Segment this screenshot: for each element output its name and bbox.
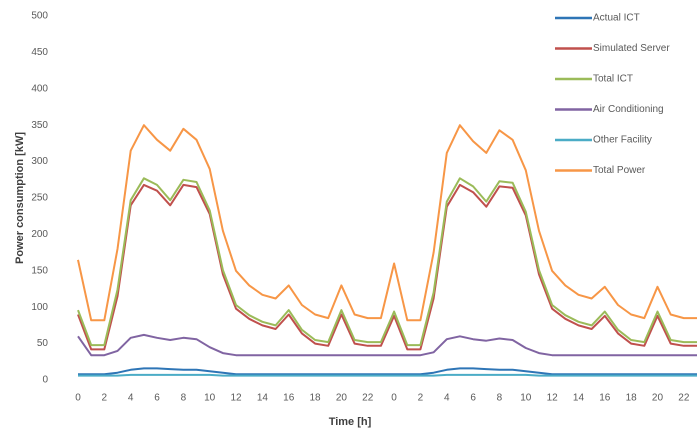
series-line	[77, 177, 697, 347]
x-tick-label: 0	[391, 393, 397, 404]
y-tick-label: 300	[31, 156, 48, 167]
y-tick-label: 0	[42, 375, 48, 386]
series-line	[77, 124, 697, 322]
x-tick-label: 2	[102, 393, 108, 404]
series-line	[77, 183, 697, 351]
y-tick-label: 450	[31, 47, 48, 58]
x-tick-label: 8	[497, 393, 503, 404]
x-tick-label: 10	[204, 393, 216, 404]
y-tick-label: 200	[31, 229, 48, 240]
x-tick-label: 10	[520, 393, 532, 404]
legend-label: Simulated Server	[593, 43, 670, 54]
x-tick-label: 0	[75, 393, 81, 404]
x-tick-label: 4	[444, 393, 450, 404]
legend-label: Total ICT	[593, 74, 633, 85]
y-tick-label: 250	[31, 193, 48, 204]
x-tick-label: 12	[547, 393, 559, 404]
x-tick-label: 4	[128, 393, 134, 404]
legend-label: Actual ICT	[593, 13, 640, 24]
x-tick-label: 8	[181, 393, 187, 404]
y-tick-label: 400	[31, 83, 48, 94]
x-tick-label: 22	[362, 393, 374, 404]
x-tick-label: 14	[573, 393, 585, 404]
x-tick-label: 16	[283, 393, 295, 404]
series-line	[78, 367, 697, 376]
x-tick-label: 2	[418, 393, 424, 404]
y-tick-label: 500	[31, 11, 48, 22]
x-tick-label: 20	[336, 393, 348, 404]
y-tick-label: 50	[37, 338, 49, 349]
legend-label: Air Conditioning	[593, 104, 664, 115]
x-tick-label: 18	[626, 393, 638, 404]
y-tick-label: 100	[31, 302, 48, 313]
x-tick-label: 16	[599, 393, 611, 404]
x-tick-label: 20	[652, 393, 664, 404]
series-line	[78, 373, 697, 377]
y-tick-label: 350	[31, 120, 48, 131]
x-tick-label: 22	[678, 393, 690, 404]
x-tick-label: 14	[257, 393, 269, 404]
legend-label: Total Power	[593, 165, 646, 176]
x-tick-label: 6	[470, 393, 476, 404]
y-axis-title: Power consumption [kW]	[14, 132, 26, 264]
legend-label: Other Facility	[593, 135, 652, 146]
x-tick-label: 18	[310, 393, 322, 404]
x-tick-label: 12	[230, 393, 242, 404]
y-tick-label: 150	[31, 265, 48, 276]
x-axis-title: Time [h]	[329, 416, 372, 428]
series-line	[77, 333, 697, 357]
x-tick-label: 6	[154, 393, 160, 404]
